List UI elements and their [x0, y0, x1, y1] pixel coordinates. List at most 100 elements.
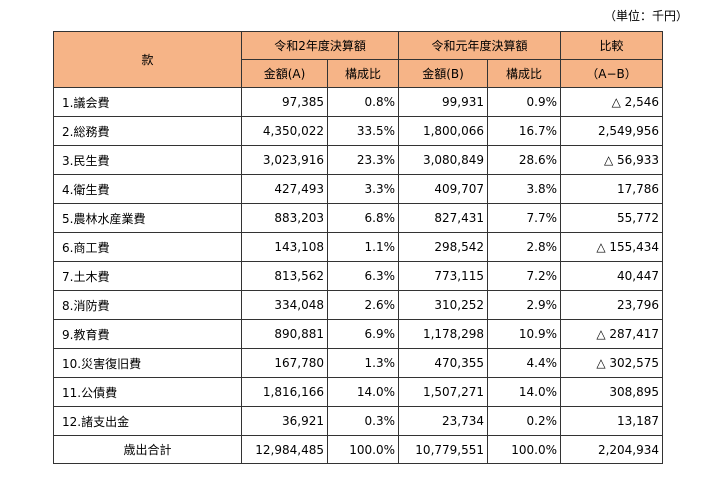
amount-b: 1,507,271 — [398, 377, 489, 407]
amount-a: 890,881 — [241, 319, 328, 349]
amount-a: 1,816,166 — [241, 377, 328, 407]
diff: 13,187 — [560, 406, 664, 436]
ratio-b: 4.4% — [487, 348, 562, 378]
row-name: 2.総務費 — [53, 116, 242, 146]
ratio-a: 33.5% — [326, 116, 400, 146]
ratio-b: 28.6% — [487, 145, 562, 175]
row-name: 6.商工費 — [53, 232, 242, 262]
row-name: 1.議会費 — [53, 87, 242, 117]
table-row: 2.総務費 4,350,022 33.5% 1,800,066 16.7% 2,549,9… — [53, 116, 664, 146]
table-row: 5.農林水産業費 883,203 6.8% 827,431 7.7% 55,772 — [53, 203, 664, 233]
expenditure-table: 款 令和2年度決算額 令和元年度決算額 比較 金額(A) 構成比 金額(B) 構… — [53, 31, 664, 464]
diff: 55,772 — [560, 203, 664, 233]
total-amount-b: 10,779,551 — [398, 435, 489, 464]
row-name: 10.災害復旧費 — [53, 348, 242, 378]
diff: △ 56,933 — [560, 145, 664, 175]
ratio-b: 3.8% — [487, 174, 562, 204]
row-name: 12.諸支出金 — [53, 406, 242, 436]
ratio-a: 2.6% — [326, 290, 400, 320]
diff: △ 2,546 — [560, 87, 664, 117]
amount-b: 310,252 — [398, 290, 489, 320]
ratio-b: 7.2% — [487, 261, 562, 291]
header-compare: 比較 — [560, 31, 664, 60]
amount-b: 409,707 — [398, 174, 489, 204]
ratio-b: 7.7% — [487, 203, 562, 233]
total-label: 歳出合計 — [53, 435, 242, 464]
amount-b: 773,115 — [398, 261, 489, 291]
amount-b: 298,542 — [398, 232, 489, 262]
amount-b: 1,178,298 — [398, 319, 489, 349]
row-name: 9.教育費 — [53, 319, 242, 349]
ratio-a: 1.3% — [326, 348, 400, 378]
header-r2: 令和2年度決算額 — [240, 31, 400, 60]
table-row: 7.土木費 813,562 6.3% 773,115 7.2% 40,447 — [53, 261, 664, 291]
header-item: 款 — [53, 31, 242, 88]
table-row: 8.消防費 334,048 2.6% 310,252 2.9% 23,796 — [53, 290, 664, 320]
total-row: 歳出合計 12,984,485 100.0% 10,779,551 100.0%… — [53, 435, 664, 464]
amount-a: 883,203 — [241, 203, 328, 233]
row-name: 5.農林水産業費 — [53, 203, 242, 233]
amount-a: 427,493 — [241, 174, 328, 204]
ratio-b: 0.2% — [487, 406, 562, 436]
ratio-a: 3.3% — [326, 174, 400, 204]
ratio-b: 10.9% — [487, 319, 562, 349]
row-name: 8.消防費 — [53, 290, 242, 320]
ratio-a: 0.8% — [326, 87, 400, 117]
total-diff: 2,204,934 — [560, 435, 664, 464]
amount-b: 827,431 — [398, 203, 489, 233]
ratio-a: 0.3% — [326, 406, 400, 436]
diff: 40,447 — [560, 261, 664, 291]
table-row: 11.公債費 1,816,166 14.0% 1,507,271 14.0% 308,89… — [53, 377, 664, 407]
table-row: 10.災害復旧費 167,780 1.3% 470,355 4.4% △ 302,575 — [53, 348, 664, 378]
table-row: 6.商工費 143,108 1.1% 298,542 2.8% △ 155,434 — [53, 232, 664, 262]
table-row: 9.教育費 890,881 6.9% 1,178,298 10.9% △ 287,417 — [53, 319, 664, 349]
ratio-a: 6.8% — [326, 203, 400, 233]
table-row: 4.衛生費 427,493 3.3% 409,707 3.8% 17,786 — [53, 174, 664, 204]
header-amount-b: 金額(B) — [398, 59, 489, 88]
ratio-a: 14.0% — [326, 377, 400, 407]
header-diff: （A−B） — [560, 59, 664, 88]
amount-b: 1,800,066 — [398, 116, 489, 146]
ratio-b: 0.9% — [487, 87, 562, 117]
row-name: 3.民生費 — [53, 145, 242, 175]
header-r1: 令和元年度決算額 — [398, 31, 562, 60]
amount-a: 143,108 — [241, 232, 328, 262]
table-row: 12.諸支出金 36,921 0.3% 23,734 0.2% 13,187 — [53, 406, 664, 436]
diff: △ 302,575 — [560, 348, 664, 378]
ratio-a: 6.9% — [326, 319, 400, 349]
diff: △ 155,434 — [560, 232, 664, 262]
diff: 2,549,956 — [560, 116, 664, 146]
amount-b: 470,355 — [398, 348, 489, 378]
unit-note: （単位：千円） — [603, 9, 688, 23]
amount-a: 36,921 — [241, 406, 328, 436]
header-ratio-b: 構成比 — [487, 59, 562, 88]
row-name: 7.土木費 — [53, 261, 242, 291]
row-name: 11.公債費 — [53, 377, 242, 407]
amount-a: 3,023,916 — [241, 145, 328, 175]
header-amount-a: 金額(A) — [241, 59, 328, 88]
row-name: 4.衛生費 — [53, 174, 242, 204]
ratio-a: 1.1% — [326, 232, 400, 262]
amount-b: 23,734 — [398, 406, 489, 436]
header-ratio-a: 構成比 — [326, 59, 400, 88]
diff: 17,786 — [560, 174, 664, 204]
table-row: 3.民生費 3,023,916 23.3% 3,080,849 28.6% △ 56,93… — [53, 145, 664, 175]
table-row: 1.議会費 97,385 0.8% 99,931 0.9% △ 2,546 — [53, 87, 664, 117]
ratio-b: 2.9% — [487, 290, 562, 320]
amount-b: 99,931 — [398, 87, 489, 117]
amount-a: 334,048 — [241, 290, 328, 320]
ratio-a: 6.3% — [326, 261, 400, 291]
amount-a: 4,350,022 — [241, 116, 328, 146]
total-ratio-b: 100.0% — [487, 435, 562, 464]
diff: 308,895 — [560, 377, 664, 407]
amount-a: 167,780 — [241, 348, 328, 378]
amount-a: 97,385 — [241, 87, 328, 117]
amount-a: 813,562 — [241, 261, 328, 291]
ratio-a: 23.3% — [326, 145, 400, 175]
diff: △ 287,417 — [560, 319, 664, 349]
ratio-b: 14.0% — [487, 377, 562, 407]
ratio-b: 16.7% — [487, 116, 562, 146]
amount-b: 3,080,849 — [398, 145, 489, 175]
total-amount-a: 12,984,485 — [241, 435, 328, 464]
ratio-b: 2.8% — [487, 232, 562, 262]
